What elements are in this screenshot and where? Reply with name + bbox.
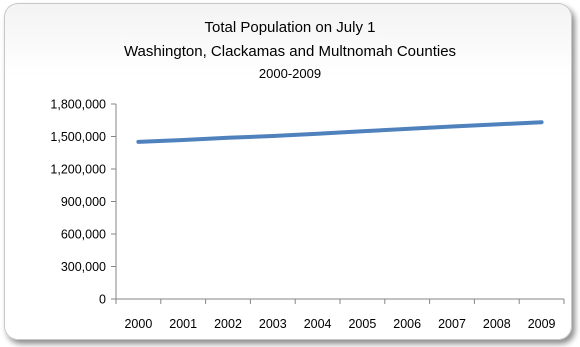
x-tick-label: 2005 bbox=[348, 317, 376, 331]
y-tick-label: 300,000 bbox=[61, 260, 106, 274]
y-ticks: 0 300,000 600,000 900,000 1,200,000 1,500,000… bbox=[50, 98, 116, 307]
y-tick-label: 900,000 bbox=[61, 195, 106, 209]
x-tick-label: 2008 bbox=[483, 317, 511, 331]
y-tick-label: 1,200,000 bbox=[50, 163, 106, 177]
chart-title: Total Population on July 1 bbox=[205, 19, 376, 36]
x-tick-label: 2000 bbox=[124, 317, 152, 331]
x-tick-label: 2009 bbox=[528, 317, 556, 331]
chart-frame bbox=[4, 3, 572, 340]
x-tick-label: 2001 bbox=[169, 317, 197, 331]
x-tick-label: 2004 bbox=[304, 317, 332, 331]
x-tick-label: 2003 bbox=[259, 317, 287, 331]
y-tick-label: 1,800,000 bbox=[50, 98, 106, 112]
series-layer bbox=[136, 120, 544, 144]
x-tick-label: 2007 bbox=[438, 317, 466, 331]
chart-subtitle: Washington, Clackamas and Multnomah Coun… bbox=[124, 43, 456, 60]
x-ticks: 2000 2001 2002 2003 2004 2005 2006 2007 2008 2009 bbox=[115, 299, 565, 331]
y-tick-label: 600,000 bbox=[61, 228, 106, 242]
x-tick-label: 2002 bbox=[214, 317, 242, 331]
y-tick-label: 0 bbox=[99, 293, 106, 307]
chart-period: 2000-2009 bbox=[259, 66, 321, 81]
x-tick-label: 2006 bbox=[393, 317, 421, 331]
y-tick-label: 1,500,000 bbox=[50, 130, 106, 144]
series-line-0 bbox=[136, 120, 544, 144]
